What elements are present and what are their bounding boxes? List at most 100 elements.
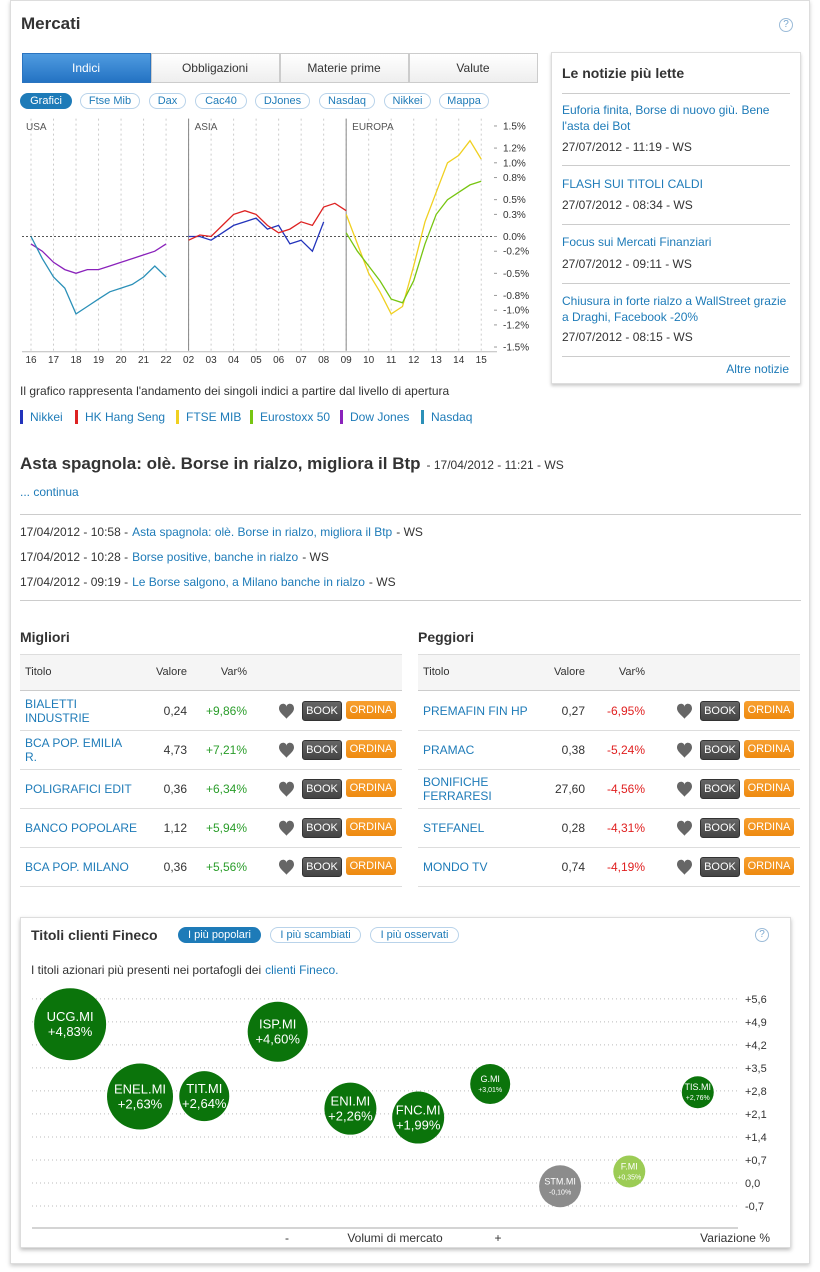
- news-separator: [562, 92, 790, 94]
- related-item: 17/04/2012 - 10:58 - Asta spagnola: olè. …: [20, 524, 423, 540]
- stock-value: 4,73: [163, 743, 187, 757]
- y-tick-label: 0,0: [745, 1178, 760, 1190]
- news-link[interactable]: Focus sui Mercati Finanziari: [562, 235, 712, 249]
- stock-link[interactable]: BCA POP. EMILIA R.: [25, 736, 122, 764]
- book-button[interactable]: BOOK: [302, 818, 342, 838]
- stock-link[interactable]: BCA POP. MILANO: [25, 860, 129, 874]
- legend-label[interactable]: FTSE MIB: [186, 410, 242, 424]
- bubble-value: +4,83%: [48, 1024, 93, 1039]
- news-link[interactable]: FLASH SUI TITOLI CALDI: [562, 177, 703, 191]
- order-button[interactable]: ORDINA: [346, 818, 396, 836]
- news-separator: [562, 355, 790, 357]
- stock-link[interactable]: BONIFICHE FERRARESI: [423, 775, 492, 803]
- y-tick-label: +4,9: [745, 1017, 767, 1029]
- stock-link[interactable]: PREMAFIN FIN HP: [423, 704, 528, 718]
- stock-link[interactable]: MONDO TV: [423, 860, 488, 874]
- legend-label[interactable]: Nikkei: [30, 410, 63, 424]
- book-button[interactable]: BOOK: [302, 701, 342, 721]
- tab[interactable]: Indici: [21, 53, 151, 83]
- news-date: 27/07/2012 - 11:19 - WS: [562, 140, 692, 154]
- y-tick-label: -0,7: [745, 1201, 764, 1213]
- stock-change: +6,34%: [205, 782, 247, 796]
- bubble-label: FNC.MI: [396, 1103, 441, 1118]
- news-link[interactable]: Euforia finita, Borse di nuovo giù. Bene…: [562, 103, 770, 133]
- related-link[interactable]: Asta spagnola: olè. Borse in rialzo, mig…: [132, 525, 393, 539]
- fineco-tab[interactable]: I più popolari: [178, 927, 261, 943]
- y-tick-label: -1.2%: [503, 320, 529, 331]
- continue-link[interactable]: ... continua: [20, 485, 79, 499]
- order-button[interactable]: ORDINA: [744, 779, 794, 797]
- book-button[interactable]: BOOK: [700, 701, 740, 721]
- help-icon[interactable]: ?: [755, 928, 769, 942]
- related-link[interactable]: Le Borse salgono, a Milano banche in ria…: [132, 575, 365, 589]
- heart-icon: [677, 781, 692, 797]
- x-tick-label: 16: [25, 355, 37, 366]
- subtab[interactable]: Ftse Mib: [80, 93, 140, 109]
- column-header: Valore: [156, 666, 187, 678]
- x-tick-label: 02: [183, 355, 195, 366]
- related-date: 17/04/2012 - 10:58 -: [20, 525, 129, 539]
- book-button[interactable]: BOOK: [700, 779, 740, 799]
- heart-icon: [279, 859, 294, 875]
- subtab[interactable]: Cac40: [195, 93, 247, 109]
- subtab[interactable]: DJones: [255, 93, 310, 109]
- fineco-tab[interactable]: I più scambiati: [270, 927, 361, 943]
- heart-icon: [279, 820, 294, 836]
- x-tick-label: 17: [48, 355, 60, 366]
- subtab[interactable]: Nikkei: [384, 93, 431, 109]
- stock-value: 0,36: [163, 860, 187, 874]
- description-link[interactable]: clienti Fineco.: [265, 963, 339, 977]
- tab[interactable]: Obbligazioni: [150, 53, 280, 83]
- legend-label[interactable]: HK Hang Seng: [85, 410, 166, 424]
- subtab[interactable]: Nasdaq: [319, 93, 375, 109]
- order-button[interactable]: ORDINA: [744, 701, 794, 719]
- book-button[interactable]: BOOK: [302, 740, 342, 760]
- tab[interactable]: Materie prime: [279, 53, 409, 83]
- order-button[interactable]: ORDINA: [346, 740, 396, 758]
- order-button[interactable]: ORDINA: [346, 779, 396, 797]
- tab[interactable]: Valute: [408, 53, 538, 83]
- order-button[interactable]: ORDINA: [346, 857, 396, 875]
- stock-change: -4,31%: [606, 821, 645, 835]
- order-button[interactable]: ORDINA: [744, 857, 794, 875]
- book-button[interactable]: BOOK: [302, 857, 342, 877]
- stock-change: -5,24%: [606, 743, 645, 757]
- stock-link[interactable]: PRAMAC: [423, 743, 475, 757]
- book-button[interactable]: BOOK: [700, 857, 740, 877]
- legend-label[interactable]: Nasdaq: [431, 410, 473, 424]
- related-link[interactable]: Borse positive, banche in rialzo: [132, 550, 299, 564]
- bubble-label: ENI.MI: [331, 1094, 371, 1109]
- bubble: [392, 1091, 445, 1144]
- book-button[interactable]: BOOK: [700, 818, 740, 838]
- order-button[interactable]: ORDINA: [744, 818, 794, 836]
- stock-value: 1,12: [163, 821, 187, 835]
- legend-label[interactable]: Eurostoxx 50: [260, 410, 331, 424]
- bubble: [470, 1064, 511, 1105]
- heart-icon: [279, 781, 294, 797]
- stock-link[interactable]: BANCO POPOLARE: [25, 821, 138, 835]
- x-tick-label: 07: [296, 355, 308, 366]
- fineco-tab[interactable]: I più osservati: [370, 927, 459, 943]
- headline-title[interactable]: Asta spagnola: olè. Borse in rialzo, mig…: [20, 454, 421, 473]
- help-icon[interactable]: ?: [779, 18, 793, 32]
- stock-link[interactable]: BIALETTI INDUSTRIE: [25, 697, 90, 725]
- bubble: [179, 1071, 230, 1122]
- stock-link[interactable]: POLIGRAFICI EDIT: [25, 782, 132, 796]
- book-button[interactable]: BOOK: [700, 740, 740, 760]
- subtab[interactable]: Grafici: [20, 93, 72, 109]
- order-button[interactable]: ORDINA: [346, 701, 396, 719]
- subtab[interactable]: Dax: [149, 93, 186, 109]
- x-tick-label: 14: [453, 355, 465, 366]
- legend-label[interactable]: Dow Jones: [350, 410, 410, 424]
- more-news[interactable]: Altre notizie: [726, 362, 789, 376]
- news-date: 27/07/2012 - 08:34 - WS: [562, 198, 693, 212]
- order-button[interactable]: ORDINA: [744, 740, 794, 758]
- related-source: - WS: [396, 525, 423, 539]
- x-tick-label: 09: [341, 355, 353, 366]
- news-link[interactable]: Chiusura in forte rialzo a WallStreet gr…: [562, 294, 787, 324]
- stock-link[interactable]: STEFANEL: [423, 821, 485, 835]
- subtab[interactable]: Mappa: [439, 93, 489, 109]
- book-button[interactable]: BOOK: [302, 779, 342, 799]
- x-tick-label: 04: [228, 355, 240, 366]
